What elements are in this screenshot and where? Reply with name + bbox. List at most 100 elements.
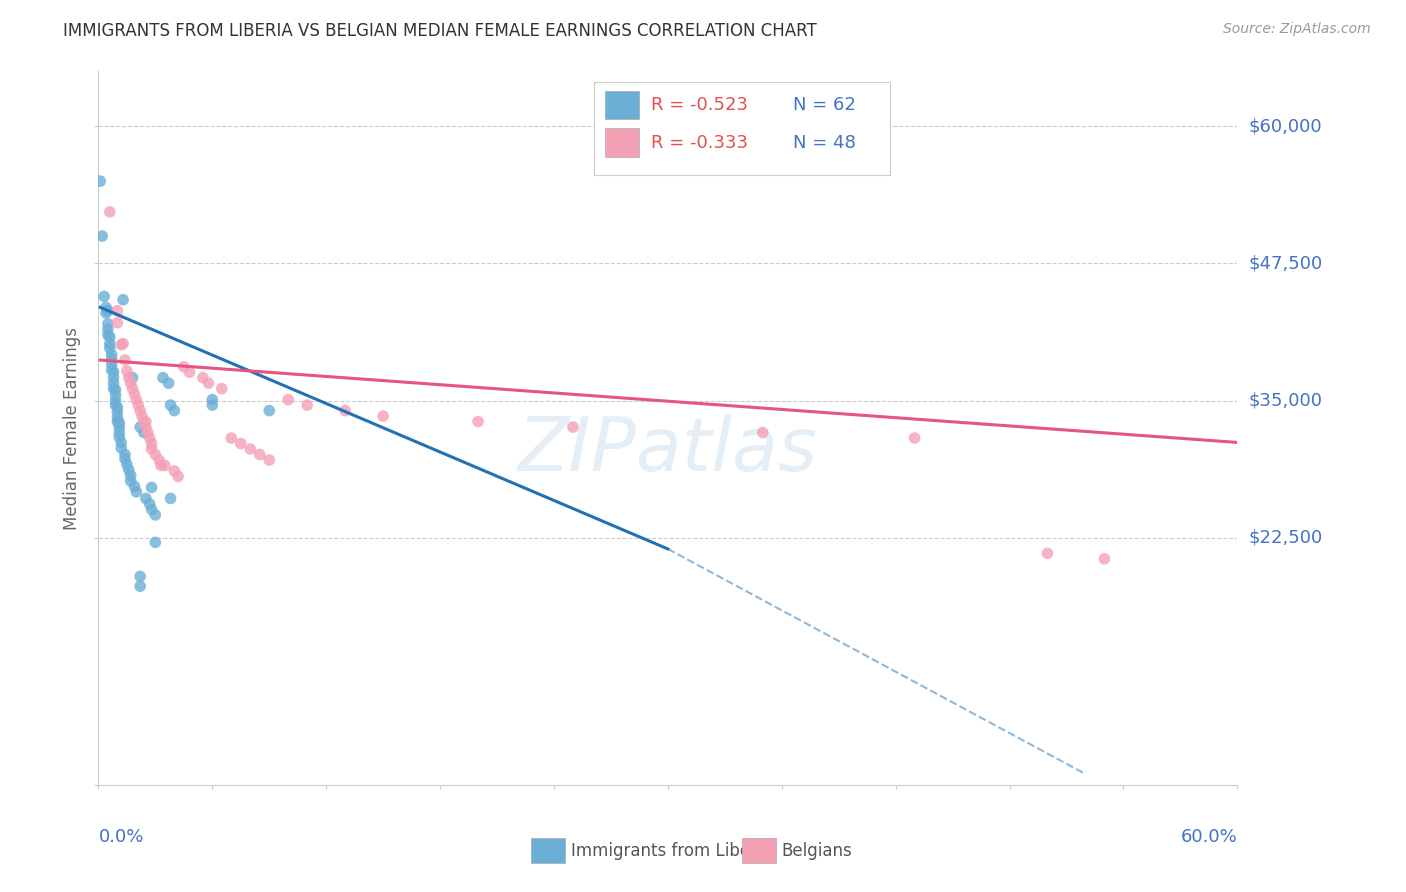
Point — [108, 430, 131, 444]
Point — [107, 410, 129, 425]
Point — [121, 370, 143, 384]
Point — [141, 436, 163, 450]
FancyBboxPatch shape — [593, 82, 890, 175]
Point — [107, 401, 129, 415]
Text: 60.0%: 60.0% — [1181, 828, 1237, 846]
Point — [115, 364, 138, 378]
Point — [120, 376, 142, 391]
Point — [159, 491, 181, 506]
Point — [259, 403, 281, 417]
Text: $35,000: $35,000 — [1249, 392, 1323, 409]
Point — [752, 425, 775, 440]
Point — [97, 317, 120, 331]
Text: 0.0%: 0.0% — [98, 828, 143, 846]
Point — [120, 468, 142, 483]
Point — [145, 535, 167, 549]
Point — [110, 435, 132, 450]
Point — [94, 301, 117, 315]
Point — [108, 425, 131, 440]
Point — [129, 420, 152, 434]
Point — [1036, 546, 1059, 560]
Point — [118, 463, 141, 477]
Point — [239, 442, 262, 456]
Point — [197, 376, 219, 391]
Text: Source: ZipAtlas.com: Source: ZipAtlas.com — [1223, 22, 1371, 37]
Point — [249, 448, 271, 462]
Point — [157, 376, 180, 391]
Text: R = -0.333: R = -0.333 — [651, 134, 748, 152]
Point — [163, 403, 186, 417]
Point — [132, 415, 155, 429]
Point — [107, 303, 129, 318]
Point — [98, 336, 121, 351]
Point — [89, 174, 111, 188]
Point — [93, 289, 115, 303]
Y-axis label: Median Female Earnings: Median Female Earnings — [63, 326, 82, 530]
Point — [191, 370, 214, 384]
Point — [138, 497, 160, 511]
FancyBboxPatch shape — [531, 838, 565, 863]
Point — [163, 464, 186, 478]
Point — [104, 393, 127, 408]
Point — [100, 363, 122, 377]
Text: Belgians: Belgians — [782, 842, 852, 860]
Text: $47,500: $47,500 — [1249, 254, 1323, 272]
Point — [904, 431, 927, 445]
Point — [104, 398, 127, 412]
Point — [104, 388, 127, 402]
Point — [141, 502, 163, 516]
Text: N = 48: N = 48 — [793, 134, 856, 152]
Point — [124, 479, 146, 493]
Point — [145, 448, 167, 462]
Point — [110, 337, 132, 351]
Point — [129, 579, 152, 593]
Text: IMMIGRANTS FROM LIBERIA VS BELGIAN MEDIAN FEMALE EARNINGS CORRELATION CHART: IMMIGRANTS FROM LIBERIA VS BELGIAN MEDIA… — [63, 22, 817, 40]
Point — [98, 330, 121, 344]
Point — [562, 420, 585, 434]
Text: Immigrants from Liberia: Immigrants from Liberia — [571, 842, 772, 860]
Point — [221, 431, 243, 445]
Point — [127, 398, 149, 412]
Point — [103, 370, 125, 384]
Point — [110, 441, 132, 455]
Point — [108, 416, 131, 430]
Point — [103, 365, 125, 379]
Point — [229, 436, 252, 450]
Point — [125, 392, 148, 407]
Point — [173, 359, 195, 374]
Text: $22,500: $22,500 — [1249, 529, 1323, 547]
Point — [211, 382, 233, 396]
Point — [148, 453, 170, 467]
Point — [153, 458, 176, 473]
Point — [135, 491, 157, 506]
Point — [141, 480, 163, 494]
Point — [297, 398, 319, 412]
Point — [136, 425, 159, 440]
Point — [132, 425, 155, 440]
Point — [159, 398, 181, 412]
Point — [259, 453, 281, 467]
Point — [124, 387, 146, 401]
FancyBboxPatch shape — [605, 128, 640, 157]
Point — [141, 442, 163, 456]
Point — [112, 336, 135, 351]
Point — [120, 474, 142, 488]
Point — [1094, 551, 1116, 566]
Text: R = -0.523: R = -0.523 — [651, 96, 748, 114]
Point — [98, 205, 121, 219]
Point — [100, 348, 122, 362]
Point — [167, 469, 190, 483]
Point — [201, 398, 224, 412]
Point — [152, 370, 174, 384]
Point — [103, 382, 125, 396]
Point — [129, 403, 152, 417]
Point — [114, 353, 136, 368]
Point — [97, 303, 120, 318]
Point — [179, 365, 201, 379]
Point — [97, 322, 120, 336]
Point — [371, 409, 394, 423]
Point — [100, 358, 122, 372]
Point — [104, 383, 127, 397]
Point — [135, 415, 157, 429]
Point — [107, 405, 129, 419]
